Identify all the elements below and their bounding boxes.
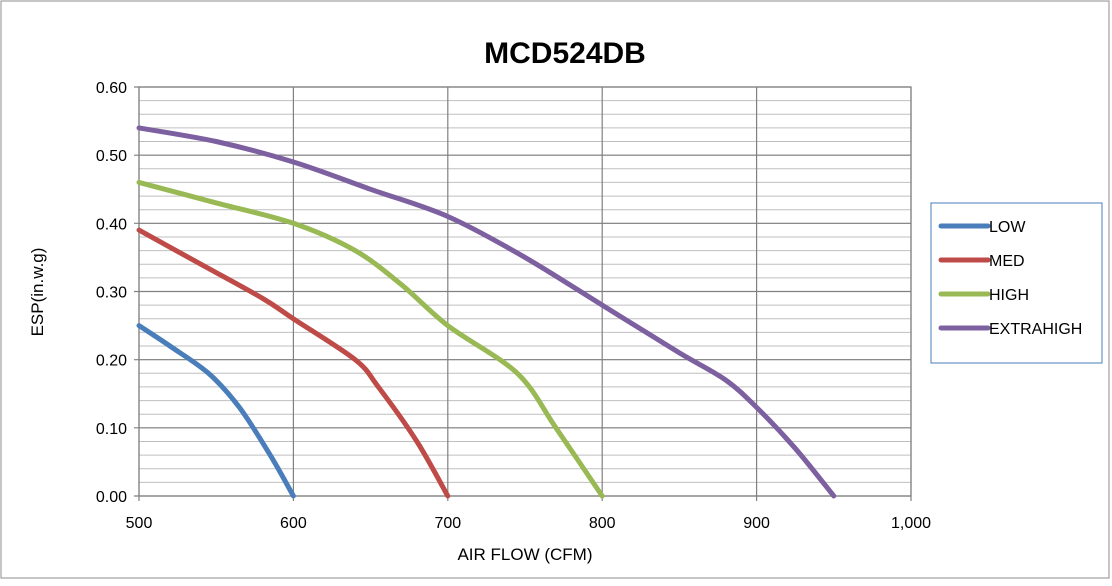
x-tick-label: 800 [589, 515, 616, 532]
x-tick-label: 600 [280, 515, 307, 532]
legend-box [930, 202, 1103, 364]
y-tick-label: 0.40 [96, 216, 127, 233]
plot-area-border [138, 86, 912, 497]
y-tick-label: 0.20 [96, 353, 127, 370]
y-axis-label: ESP(in.w.g) [28, 248, 47, 337]
y-axis-ticks: 0.00 0.10 0.20 0.30 0.40 0.50 0.60 [96, 80, 127, 506]
series-layer [136, 125, 837, 499]
chart-title: MCD524DB [484, 37, 646, 70]
x-axis-ticks: 500 600 700 800 900 1,000 [126, 515, 931, 532]
y-tick-label: 0.10 [96, 421, 127, 438]
series-line-low [136, 323, 296, 499]
series-line-med [136, 227, 451, 499]
y-tick-label: 0.30 [96, 285, 127, 302]
y-tick-label: 0.50 [96, 148, 127, 165]
legend: LOW MED HIGH EXTRAHIGH [930, 202, 1103, 364]
x-axis-label: AIR FLOW (CFM) [457, 545, 592, 564]
y-tick-label: 0.00 [96, 489, 127, 506]
legend-label-low: LOW [989, 219, 1026, 236]
legend-label-high: HIGH [989, 287, 1029, 304]
x-tick-label: 700 [434, 515, 461, 532]
x-tick-label: 900 [743, 515, 770, 532]
legend-label-extrahigh: EXTRAHIGH [989, 321, 1082, 338]
legend-label-med: MED [989, 253, 1025, 270]
series-line-extrahigh [136, 125, 837, 499]
x-tick-label: 1,000 [891, 515, 931, 532]
series-line-high [136, 179, 605, 499]
x-tick-label: 500 [126, 515, 153, 532]
y-tick-label: 0.60 [96, 80, 127, 97]
major-grid [134, 86, 912, 501]
